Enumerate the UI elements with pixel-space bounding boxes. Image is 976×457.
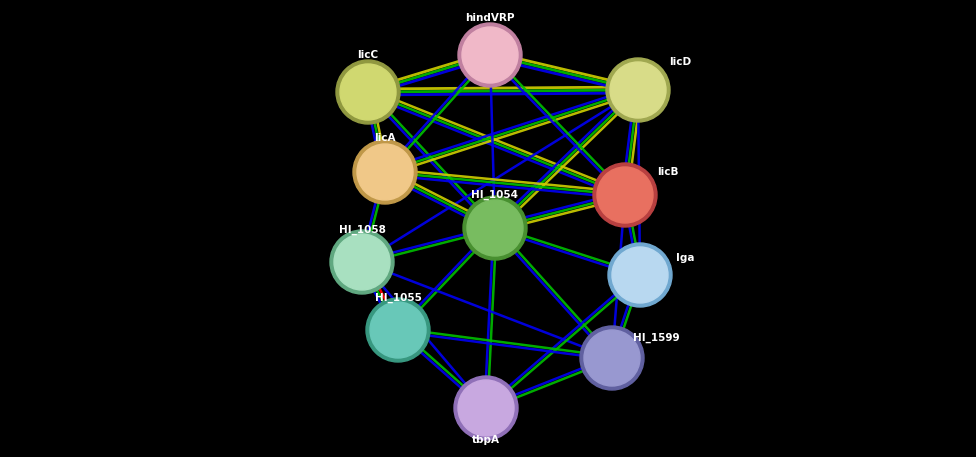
Text: licB: licB [657,167,678,177]
Text: licC: licC [357,50,379,60]
Circle shape [366,298,430,362]
Circle shape [467,200,523,256]
Circle shape [340,64,396,120]
Text: HI_1055: HI_1055 [375,293,422,303]
Text: licA: licA [374,133,395,143]
Text: hindVRP: hindVRP [466,13,514,23]
Circle shape [357,144,413,200]
Circle shape [370,302,426,358]
Circle shape [580,326,644,390]
Circle shape [458,23,522,87]
Circle shape [463,196,527,260]
Circle shape [610,62,666,118]
Circle shape [584,330,640,386]
Text: HI_1054: HI_1054 [471,190,518,200]
Circle shape [330,230,394,294]
Circle shape [462,27,518,83]
Text: Iga: Iga [675,253,694,263]
Circle shape [454,376,518,440]
Circle shape [597,167,653,223]
Text: HI_1058: HI_1058 [339,225,386,235]
Circle shape [458,380,514,436]
Circle shape [336,60,400,124]
Text: HI_1599: HI_1599 [632,333,679,343]
Circle shape [606,58,670,122]
Circle shape [608,243,672,307]
Circle shape [612,247,668,303]
Text: tbpA: tbpA [472,435,500,445]
Circle shape [334,234,390,290]
Circle shape [353,140,417,204]
Circle shape [593,163,657,227]
Text: licD: licD [669,57,691,67]
